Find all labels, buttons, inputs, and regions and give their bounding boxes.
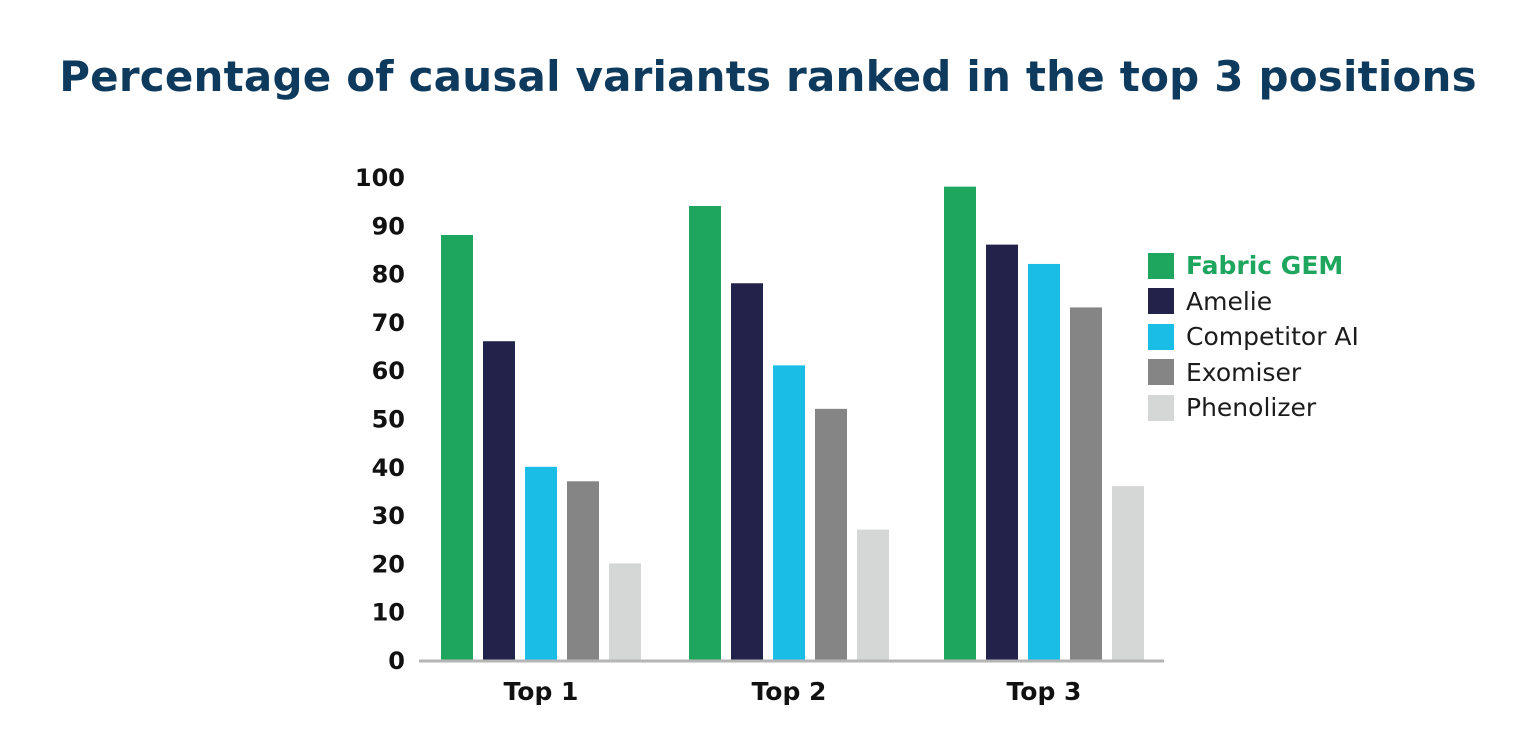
bar-fabric-gem-top-3: [944, 186, 976, 660]
bar-phenolizer-top-1: [609, 563, 641, 660]
y-tick-label: 20: [372, 550, 405, 578]
bar-amelie-top-3: [986, 244, 1018, 660]
legend-item: Competitor AI: [1148, 319, 1359, 355]
y-tick-label: 80: [372, 261, 405, 289]
legend-label: Phenolizer: [1186, 393, 1317, 423]
bar-competitor-ai-top-2: [773, 365, 805, 660]
legend: Fabric GEM Amelie Competitor AI Exomiser Phe…: [1148, 248, 1359, 426]
bar-fabric-gem-top-1: [441, 234, 473, 660]
x-tick-label: Top 3: [1007, 677, 1082, 706]
legend-swatch: [1148, 323, 1174, 350]
bar-exomiser-top-3: [1070, 307, 1102, 660]
y-tick-label: 10: [372, 599, 405, 627]
bar-amelie-top-2: [731, 283, 763, 660]
bar-exomiser-top-1: [567, 481, 599, 660]
legend-swatch: [1148, 394, 1174, 421]
legend-swatch: [1148, 252, 1174, 279]
bars: [441, 186, 1144, 661]
chart-title: Percentage of causal variants ranked in …: [59, 52, 1477, 101]
x-tick-label: Top 1: [504, 677, 579, 706]
y-axis: 0 10 20 30 40 50 60 70 80 90 100: [355, 164, 405, 675]
y-tick-label: 90: [372, 212, 405, 240]
bar-competitor-ai-top-3: [1028, 263, 1060, 660]
legend-swatch: [1148, 288, 1174, 315]
legend-item: Phenolizer: [1148, 390, 1359, 426]
y-tick-label: 70: [372, 309, 405, 337]
legend-item: Fabric GEM: [1148, 248, 1359, 284]
legend-swatch: [1148, 359, 1174, 386]
x-axis: Top 1 Top 2 Top 3: [504, 677, 1082, 706]
y-tick-label: 60: [372, 357, 405, 385]
y-tick-label: 50: [372, 406, 405, 434]
x-tick-label: Top 2: [752, 677, 827, 706]
bar-exomiser-top-2: [815, 408, 847, 660]
legend-item: Amelie: [1148, 284, 1359, 320]
bar-amelie-top-1: [483, 341, 515, 660]
bar-fabric-gem-top-2: [689, 205, 721, 661]
bar-competitor-ai-top-1: [525, 466, 557, 660]
y-tick-label: 100: [355, 164, 405, 192]
legend-label: Amelie: [1186, 286, 1273, 316]
y-tick-label: 30: [372, 502, 405, 530]
legend-item: Exomiser: [1148, 355, 1359, 391]
bar-phenolizer-top-3: [1112, 486, 1144, 660]
legend-label: Exomiser: [1186, 357, 1302, 387]
y-tick-label: 40: [372, 454, 405, 482]
legend-label: Fabric GEM: [1186, 251, 1344, 281]
legend-label: Competitor AI: [1186, 322, 1359, 352]
bar-phenolizer-top-2: [857, 529, 889, 660]
y-tick-label: 0: [388, 647, 405, 675]
